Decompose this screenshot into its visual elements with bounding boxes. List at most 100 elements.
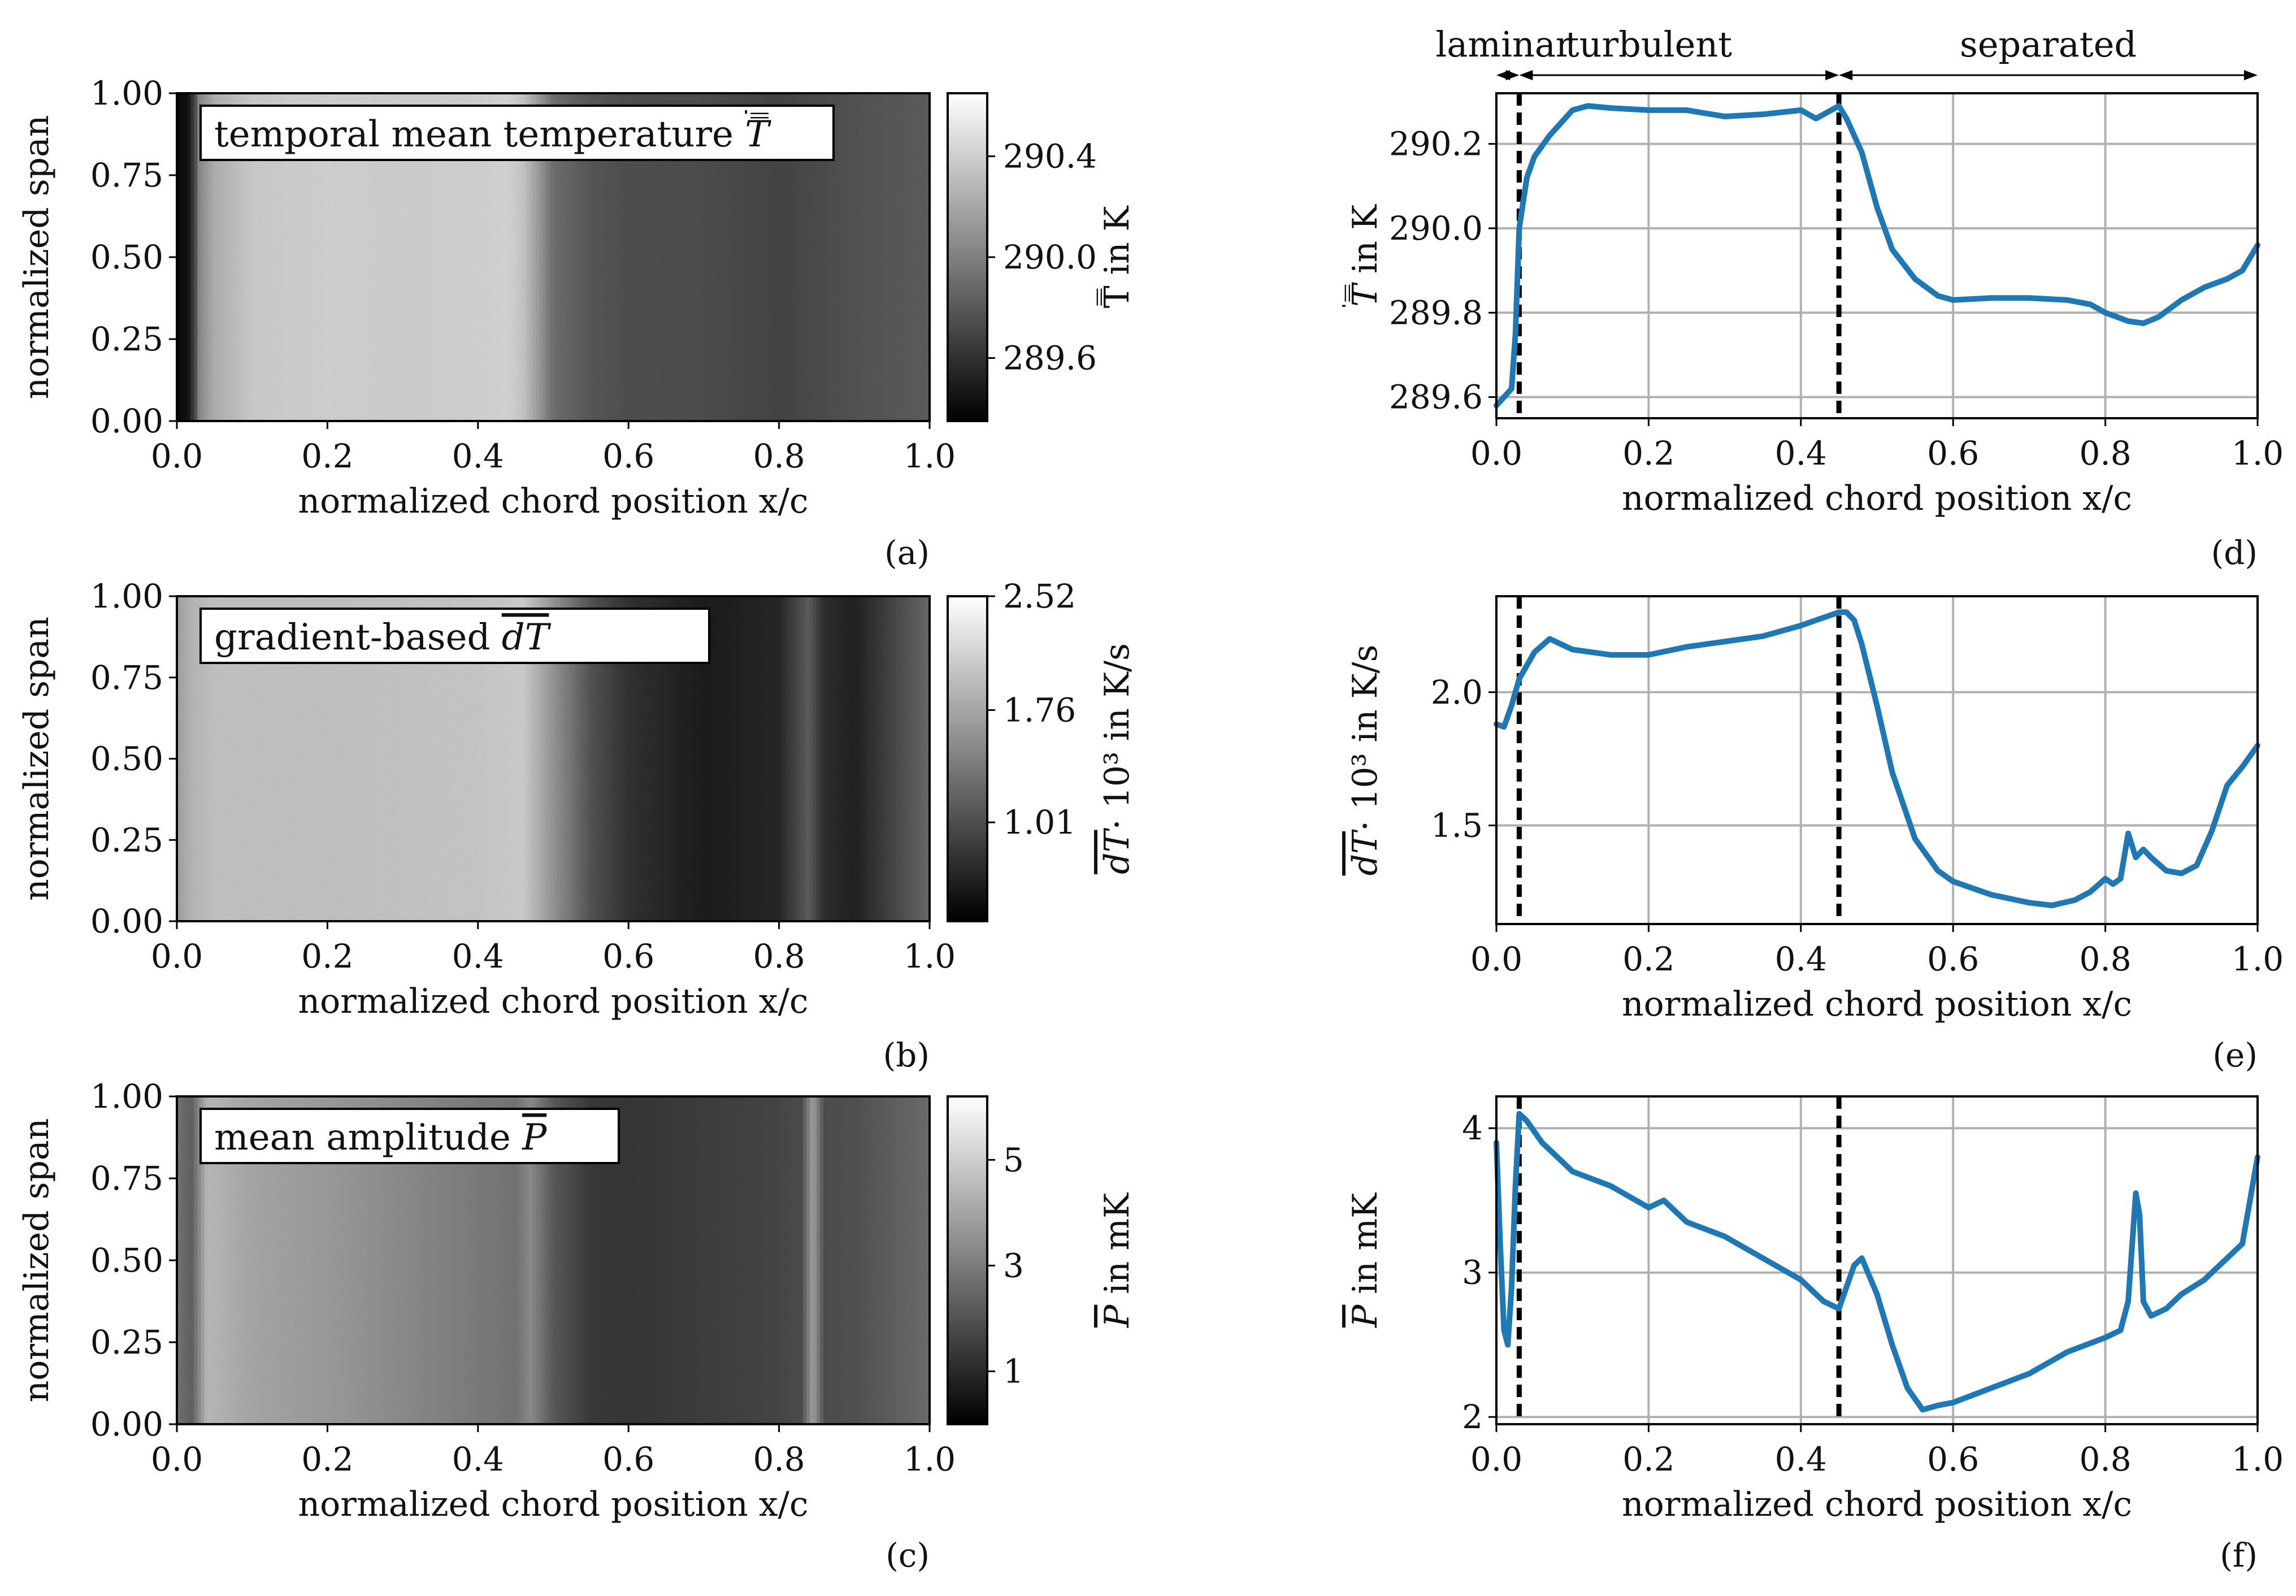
colorbar-label-suffix: · 10³ in K/s [1097, 643, 1137, 830]
x-tick-label: 0.0 [1470, 1440, 1522, 1478]
line-panel-3: 0.0 0.2 0.4 0.6 0.8 1.0 2 3 4 normalized chord po… [1346, 1095, 2284, 1575]
colorbar-label: P in mK [1097, 1192, 1137, 1328]
x-tick-label: 0.8 [2079, 940, 2131, 978]
x-axis-label: normalized chord position x/c [1622, 985, 2132, 1024]
panel-label: (e) [2212, 1036, 2258, 1074]
x-tick-label: 0.8 [753, 937, 805, 975]
x-tick-label: 0.2 [301, 1440, 353, 1478]
colorbar-tick-label: 289.6 [1003, 339, 1097, 377]
x-tick-label: 0.2 [301, 437, 353, 475]
y-axis-label-symbol: dT [1346, 829, 1385, 875]
y-tick-label: 1.00 [90, 74, 163, 112]
y-tick-label: 0.25 [90, 821, 163, 859]
x-tick-label: 0.8 [753, 1440, 805, 1478]
x-tick-label: 0.0 [1470, 940, 1522, 978]
x-tick-label: 0.0 [151, 937, 203, 975]
colorbar-tick-label: 290.0 [1003, 238, 1097, 276]
annotation-symbol: P [522, 1117, 547, 1159]
colorbar-tick-label: 1 [1003, 1352, 1024, 1390]
colorbar [947, 92, 988, 422]
y-tick-label: 0.25 [90, 1323, 163, 1361]
heatmap-panel-2: 0.0 0.2 0.4 0.6 0.8 1.0 0.00 0.25 0.50 0.75 1.00 no… [17, 577, 1137, 1074]
turbulent-region-label: turbulent [1565, 24, 1733, 65]
y-tick-label: 0.00 [90, 902, 163, 940]
y-tick-label: 0.75 [90, 658, 163, 697]
annotation-prefix: mean amplitude [214, 1117, 522, 1159]
panel-label: (c) [886, 1536, 930, 1575]
y-axis-label-symbol: T̿ [1344, 282, 1385, 307]
y-axis-label: normalized span [17, 617, 57, 901]
colorbar [947, 595, 988, 922]
laminar-region-label: laminar [1435, 24, 1572, 65]
annotation-box [199, 1108, 620, 1164]
x-tick-label: 0.8 [2079, 1440, 2131, 1478]
y-tick-label: 289.6 [1389, 378, 1483, 417]
x-axis-label: normalized chord position x/c [1622, 1485, 2132, 1524]
x-tick-label: 1.0 [904, 437, 956, 475]
plots-root: 0.0 0.2 0.4 0.6 0.8 1.00.000.250.500.751.00no… [17, 24, 2284, 1575]
y-tick-label: 0.25 [90, 320, 163, 358]
series-line [1494, 609, 2260, 908]
colorbar-tick-label: 290.4 [1003, 137, 1097, 176]
heatmap-panel-1: 0.0 0.2 0.4 0.6 0.8 1.0 0.00 0.25 0.50 0.75 1.00 no… [17, 74, 1137, 572]
colorbar-label-suffix: in mK [1097, 1192, 1137, 1305]
x-tick-label: 0.4 [1775, 434, 1827, 472]
y-tick-label: 0.75 [90, 156, 163, 194]
annotation-prefix: temporal mean temperature [214, 114, 745, 155]
y-axis-label: T̿ in K [1344, 204, 1385, 307]
annotation-text: mean amplitude P [214, 1117, 547, 1159]
annotation-text: temporal mean temperature T̿ [214, 112, 771, 155]
x-tick-label: 0.0 [1470, 434, 1522, 472]
colorbar-tick-label: 5 [1003, 1140, 1024, 1179]
annotation-prefix: gradient-based [214, 617, 502, 658]
x-tick-label: 0.4 [452, 437, 504, 475]
y-tick-label: 1.00 [90, 577, 163, 615]
heatmap-panel-3: 0.0 0.2 0.4 0.6 0.8 1.0 0.00 0.25 0.50 0.75 1.00 no… [17, 1077, 1137, 1575]
y-tick-label: 0.00 [90, 1405, 163, 1443]
y-axis-label: normalized span [17, 1118, 57, 1403]
x-tick-label: 0.2 [1622, 434, 1674, 472]
x-tick-label: 0.4 [452, 1440, 504, 1478]
separated-region-arrow-head-left [1839, 70, 1853, 80]
annotation-box [199, 105, 835, 161]
axes-frame [1495, 92, 2259, 419]
x-tick-label: 0.0 [151, 1440, 203, 1478]
annotation-symbol: T̿ [745, 112, 771, 155]
colorbar-label-text: T̿ in K [1096, 205, 1137, 308]
x-tick-label: 1.0 [904, 1440, 956, 1478]
x-axis-label: normalized chord position x/c [298, 1485, 809, 1524]
axes-frame [1495, 595, 2259, 925]
x-tick-label: 0.8 [2079, 434, 2131, 472]
separated-region-arrow-head-right [2244, 70, 2258, 80]
y-tick-label: 0.00 [90, 402, 163, 440]
y-axis-label: normalized span [17, 115, 57, 400]
y-axis-label: dT· 10³ in K/s [1346, 645, 1385, 876]
y-tick-label: 289.8 [1389, 293, 1483, 332]
x-tick-label: 0.0 [151, 437, 203, 475]
y-tick-label: 0.50 [90, 740, 163, 778]
colorbar-label-symbol: dT [1097, 827, 1137, 874]
x-tick-label: 0.6 [1927, 1440, 1979, 1478]
separated-region-label: separated [1960, 24, 2137, 65]
annotation-symbol: dT [502, 617, 552, 658]
x-tick-label: 1.0 [2232, 940, 2284, 978]
x-axis-label: normalized chord position x/c [298, 482, 809, 521]
colorbar-tick-label: 1.76 [1003, 691, 1076, 729]
y-tick-label: 4 [1462, 1109, 1483, 1147]
line-panel-2: 0.0 0.2 0.4 0.6 0.8 1.0 1.5 2.0 normalized chord… [1346, 595, 2284, 1074]
y-axis-label-suffix: · 10³ in K/s [1346, 645, 1385, 831]
x-tick-label: 0.6 [602, 437, 654, 475]
y-tick-label: 2.0 [1431, 673, 1483, 712]
panel-label: (a) [884, 534, 930, 572]
series-line [1494, 1111, 2260, 1413]
y-tick-label: 0.50 [90, 1241, 163, 1280]
y-tick-label: 290.0 [1389, 209, 1483, 248]
y-axis-label-suffix: in K [1346, 204, 1385, 284]
x-tick-label: 0.2 [1622, 940, 1674, 978]
x-tick-label: 1.0 [2232, 1440, 2284, 1478]
x-tick-label: 0.2 [1622, 1440, 1674, 1478]
x-tick-label: 0.8 [753, 437, 805, 475]
y-tick-label: 3 [1462, 1254, 1483, 1292]
x-tick-label: 0.6 [602, 937, 654, 975]
